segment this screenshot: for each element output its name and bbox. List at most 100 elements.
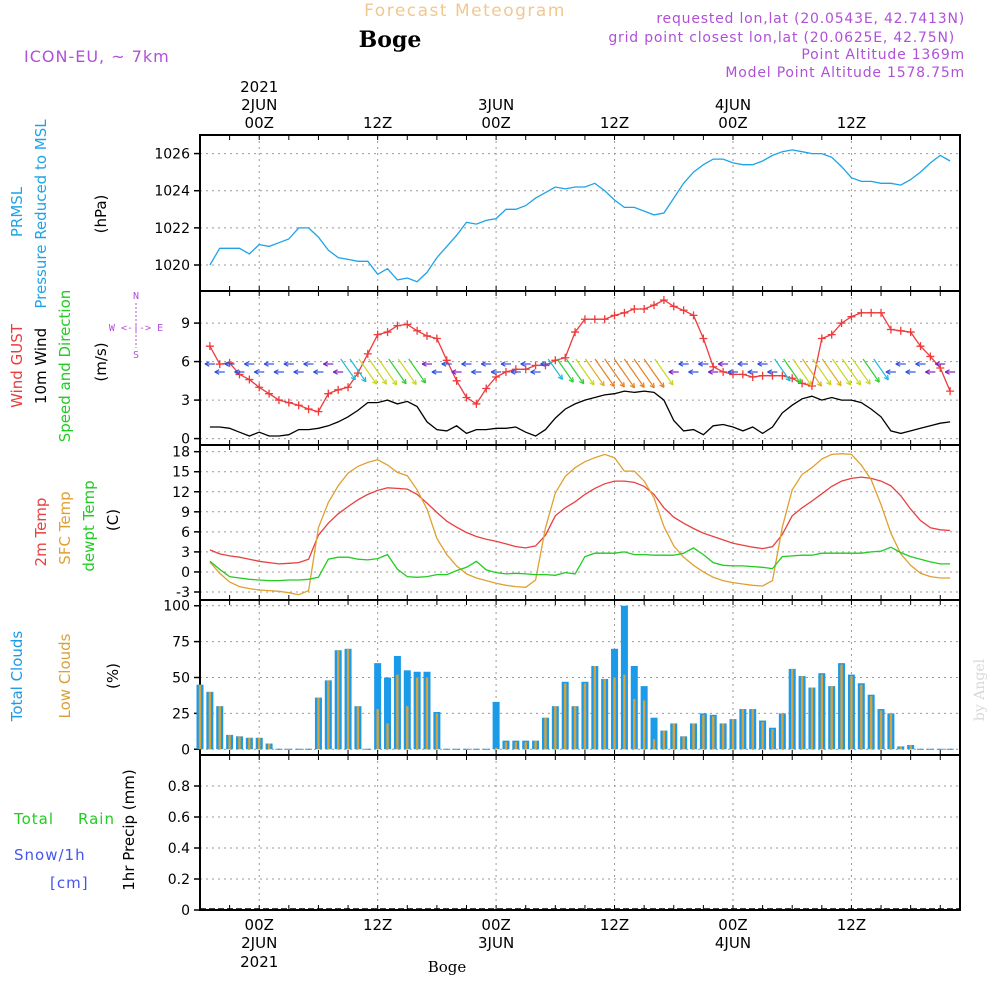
wind-arrowhead [688, 369, 694, 375]
wind-direction-arrow [821, 358, 842, 387]
precip-label-cm: [cm] [50, 874, 89, 892]
wind-arrowhead [381, 379, 388, 385]
wind-direction-arrow [613, 358, 635, 389]
clouds-panel: 0 25 50 75 100 [163, 599, 961, 758]
gust-marker [827, 330, 836, 339]
low-cloud-bar [869, 696, 873, 750]
gust-marker [580, 315, 589, 324]
low-cloud-bar [692, 723, 695, 750]
low-cloud-bar [613, 677, 616, 750]
low-cloud-bar [603, 678, 606, 750]
gust-marker [699, 334, 708, 343]
wind-arrowhead [490, 369, 496, 375]
wind-direction-arrow [377, 358, 398, 386]
wind-direction-arrow [584, 358, 605, 387]
y-tick-label: 1026 [154, 147, 190, 163]
temperature-panel: -3 0 3 6 9 12 15 18 [172, 444, 961, 601]
low-cloud-bar [524, 742, 527, 750]
wind-direction-arrow [623, 358, 645, 388]
wind-arrowhead [500, 361, 506, 367]
wind-arrowhead [934, 361, 940, 367]
low-cloud-bar [702, 714, 705, 750]
pressure-unit: (hPa) [92, 195, 110, 234]
date-label: 2JUN [241, 96, 277, 114]
temp-sfc-line [209, 453, 951, 596]
wind-arrowhead [836, 380, 842, 387]
grid-point-coords: grid point closest lon,lat (20.0625E, 42… [608, 30, 955, 46]
wind-speed-line [209, 390, 951, 437]
low-cloud-bar [544, 717, 547, 750]
low-cloud-bar [840, 664, 843, 750]
temp-2m-line [209, 476, 951, 565]
wind-arrowhead [557, 374, 564, 380]
gust-marker [423, 331, 432, 340]
temp-label-2m: 2m Temp [32, 498, 50, 567]
gust-marker [571, 328, 580, 337]
wind-direction-arrow [774, 358, 791, 382]
wind-arrowhead [649, 382, 655, 389]
pressure-label-desc: Pressure Reduced to MSL [32, 119, 50, 309]
wind-direction-arrow [831, 358, 852, 386]
time-tick-label: 12Z [363, 114, 392, 132]
wind-arrowhead [313, 369, 319, 375]
time-tick-label: 00Z [481, 114, 510, 132]
wind-arrowhead [796, 378, 802, 384]
precip-label-snow: Snow/1h [14, 846, 86, 864]
time-tick-label: 12Z [600, 114, 629, 132]
wind-arrowhead [520, 361, 526, 367]
wind-arrowhead [619, 381, 625, 388]
wind-direction-arrow [851, 358, 871, 385]
wind-arrowhead [806, 380, 812, 386]
y-tick-label: 0 [181, 742, 190, 758]
wind-arrowhead [253, 369, 259, 375]
cloud-labels: Total Clouds Low Clouds (%) [8, 631, 122, 723]
gust-marker [215, 360, 224, 369]
gust-marker [679, 306, 688, 315]
wind-arrowhead [895, 361, 901, 367]
wind-arrowhead [707, 369, 713, 375]
wind-arrowhead [540, 361, 546, 367]
gust-marker [610, 311, 619, 320]
low-cloud-bar [820, 674, 824, 750]
wind-direction-arrow [349, 358, 367, 383]
wind-arrowhead [609, 381, 615, 388]
gust-marker [245, 375, 254, 384]
wind-label-10m: 10m Wind [32, 328, 50, 404]
wind-direction-arrow [801, 358, 822, 387]
y-tick-label: 12 [172, 485, 190, 501]
low-cloud-bar [741, 709, 745, 750]
y-tick-label: 0 [181, 903, 190, 919]
low-cloud-bar [721, 723, 725, 750]
wind-arrowhead [263, 361, 269, 367]
low-cloud-bar [781, 713, 784, 750]
low-cloud-bar [909, 744, 912, 750]
low-cloud-bar [327, 680, 330, 750]
date-label: 3JUN [478, 934, 514, 952]
wind-direction-arrow [340, 358, 356, 381]
point-altitude: Point Altitude 1369m [801, 47, 965, 63]
gust-marker [492, 372, 501, 381]
gust-marker [817, 334, 826, 343]
low-cloud-bar [435, 713, 439, 750]
gust-marker [867, 308, 876, 317]
gust-marker [482, 384, 491, 393]
low-cloud-bar [771, 729, 774, 750]
wind-unit: (m/s) [92, 342, 110, 381]
low-cloud-bar [396, 674, 399, 750]
low-cloud-bar [652, 739, 656, 750]
panel-frame [199, 754, 961, 911]
wind-arrowhead [905, 369, 911, 375]
y-tick-label: 18 [172, 445, 190, 461]
gust-marker [620, 308, 629, 317]
total-cloud-bar [384, 677, 392, 750]
wind-arrowhead [737, 361, 743, 367]
wind-arrowhead [350, 374, 356, 381]
wind-labels: Wind GUST 10m Wind Speed and Direction (… [8, 290, 163, 443]
low-cloud-bar [791, 668, 794, 750]
temperature-labels: 2m Temp SFC Temp dewpt Temp (C) [32, 480, 122, 571]
gust-marker [274, 396, 283, 405]
wind-arrowhead [421, 361, 427, 367]
gust-marker [472, 399, 481, 408]
gust-marker [403, 320, 412, 329]
